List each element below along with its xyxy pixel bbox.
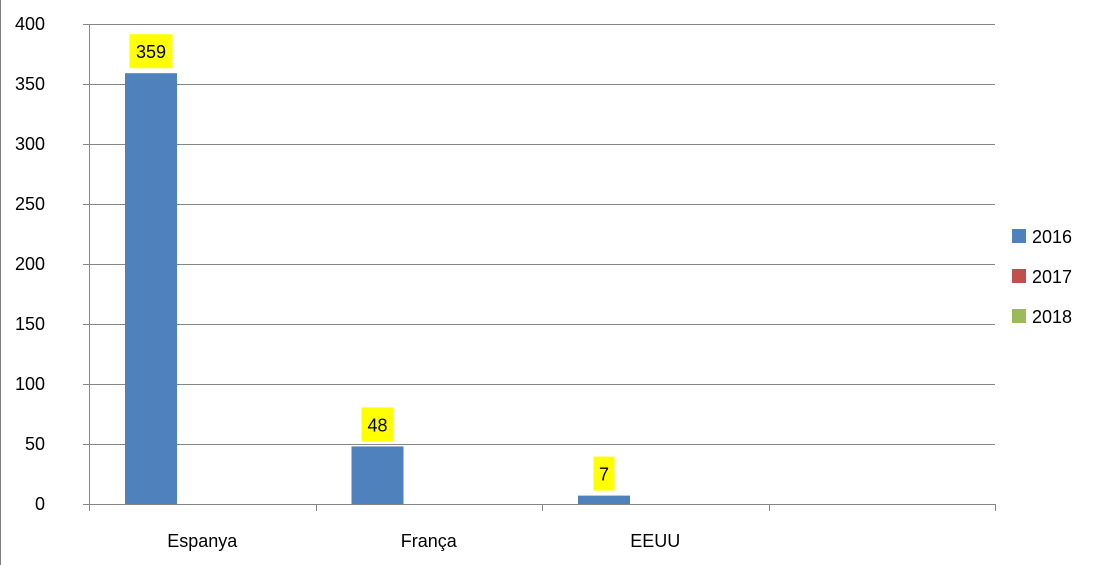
legend-label: 2018 [1032, 307, 1072, 327]
data-labels: 359 48 7 [129, 34, 615, 491]
gridlines [89, 24, 995, 445]
legend-label: 2017 [1032, 267, 1072, 287]
y-tick-label: 250 [15, 194, 45, 214]
data-label-box [129, 34, 173, 69]
x-tick-label: EEUU [630, 531, 680, 551]
y-tick-label: 100 [15, 374, 45, 394]
data-label: 359 [136, 42, 166, 62]
legend-swatch [1012, 269, 1026, 283]
y-tick-label: 150 [15, 314, 45, 334]
y-tick-label: 0 [35, 494, 45, 514]
data-label: 48 [367, 415, 387, 435]
bar [578, 495, 630, 504]
y-tick-label: 350 [15, 74, 45, 94]
legend: 2016 2017 2018 [1012, 227, 1072, 327]
y-tick-label: 300 [15, 134, 45, 154]
axes [83, 24, 996, 511]
data-label: 7 [599, 465, 609, 485]
legend-label: 2016 [1032, 227, 1072, 247]
bar [125, 73, 177, 504]
x-tick-label: Espanya [167, 531, 238, 551]
y-tick-labels: 0 50 100 150 200 250 300 350 400 [15, 14, 45, 514]
bar [351, 446, 404, 504]
legend-swatch [1012, 309, 1026, 323]
y-tick-label: 200 [15, 254, 45, 274]
bars [125, 73, 630, 504]
x-tick-labels: Espanya França EEUU [167, 531, 680, 551]
y-tick-label: 50 [25, 434, 45, 454]
y-tick-label: 400 [15, 14, 45, 34]
x-tick-label: França [401, 531, 458, 551]
data-label-box [361, 407, 394, 442]
legend-swatch [1012, 229, 1026, 243]
data-label-box [593, 456, 615, 491]
